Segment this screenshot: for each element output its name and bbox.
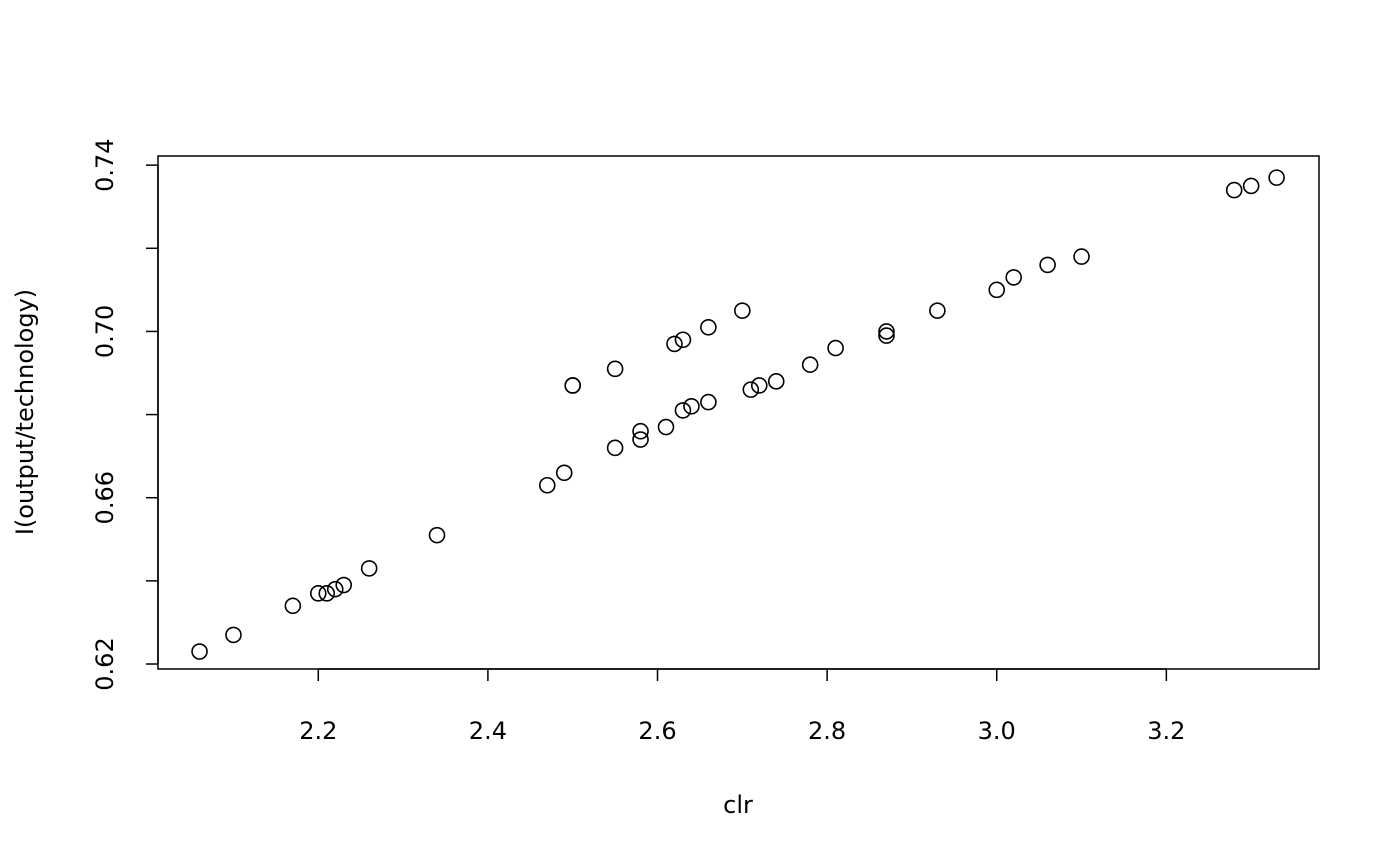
data-point	[801, 356, 819, 373]
data-point	[428, 526, 446, 544]
x-tick-label: 2.8	[808, 717, 846, 745]
data-point	[284, 597, 302, 615]
data-point	[225, 626, 242, 644]
data-point	[734, 302, 751, 319]
data-points	[191, 169, 1285, 660]
data-point	[878, 327, 895, 344]
data-point	[742, 381, 760, 398]
data-point	[878, 323, 895, 340]
x-axis: 2.2 2.4 2.6 2.8 3.0 3.2	[299, 668, 1185, 745]
data-point	[632, 422, 649, 440]
data-point	[1005, 269, 1022, 286]
data-point	[360, 560, 378, 577]
data-point	[538, 476, 556, 494]
data-point	[683, 397, 700, 415]
data-point	[309, 585, 327, 602]
x-tick-label: 3.2	[1147, 717, 1185, 745]
data-point	[750, 377, 768, 394]
data-point	[1225, 181, 1243, 199]
data-point	[564, 377, 582, 394]
data-point	[700, 318, 717, 336]
data-point	[666, 335, 683, 353]
y-tick-label: 0.74	[91, 138, 119, 191]
data-point	[318, 585, 336, 602]
data-point	[555, 464, 573, 482]
x-tick-label: 2.6	[638, 717, 676, 745]
y-axis: 0.62 0.66 0.70 0.74	[91, 138, 159, 691]
data-point	[191, 643, 208, 660]
data-point	[1242, 177, 1260, 195]
data-point	[767, 373, 785, 390]
data-point	[988, 281, 1006, 299]
y-tick-label: 0.66	[91, 471, 119, 524]
data-point	[1268, 169, 1285, 186]
data-point	[827, 339, 844, 357]
data-point	[929, 302, 946, 319]
y-axis-label: I(output/technology)	[11, 289, 39, 535]
y-tick-label: 0.70	[91, 305, 119, 358]
data-point	[326, 580, 344, 598]
data-point	[606, 439, 624, 457]
x-axis-label: clr	[723, 791, 753, 819]
data-point	[1073, 248, 1090, 265]
data-point	[657, 418, 675, 436]
x-tick-label: 3.0	[978, 717, 1016, 745]
x-tick-label: 2.2	[299, 717, 337, 745]
data-point	[1039, 256, 1056, 274]
plot-box	[157, 155, 1320, 670]
data-point	[674, 402, 692, 419]
data-point	[606, 360, 624, 378]
y-tick-label: 0.62	[91, 637, 119, 690]
x-tick-label: 2.4	[469, 717, 507, 745]
data-point	[700, 393, 717, 411]
data-point	[335, 576, 353, 594]
data-point	[632, 431, 649, 448]
data-point	[674, 331, 692, 349]
